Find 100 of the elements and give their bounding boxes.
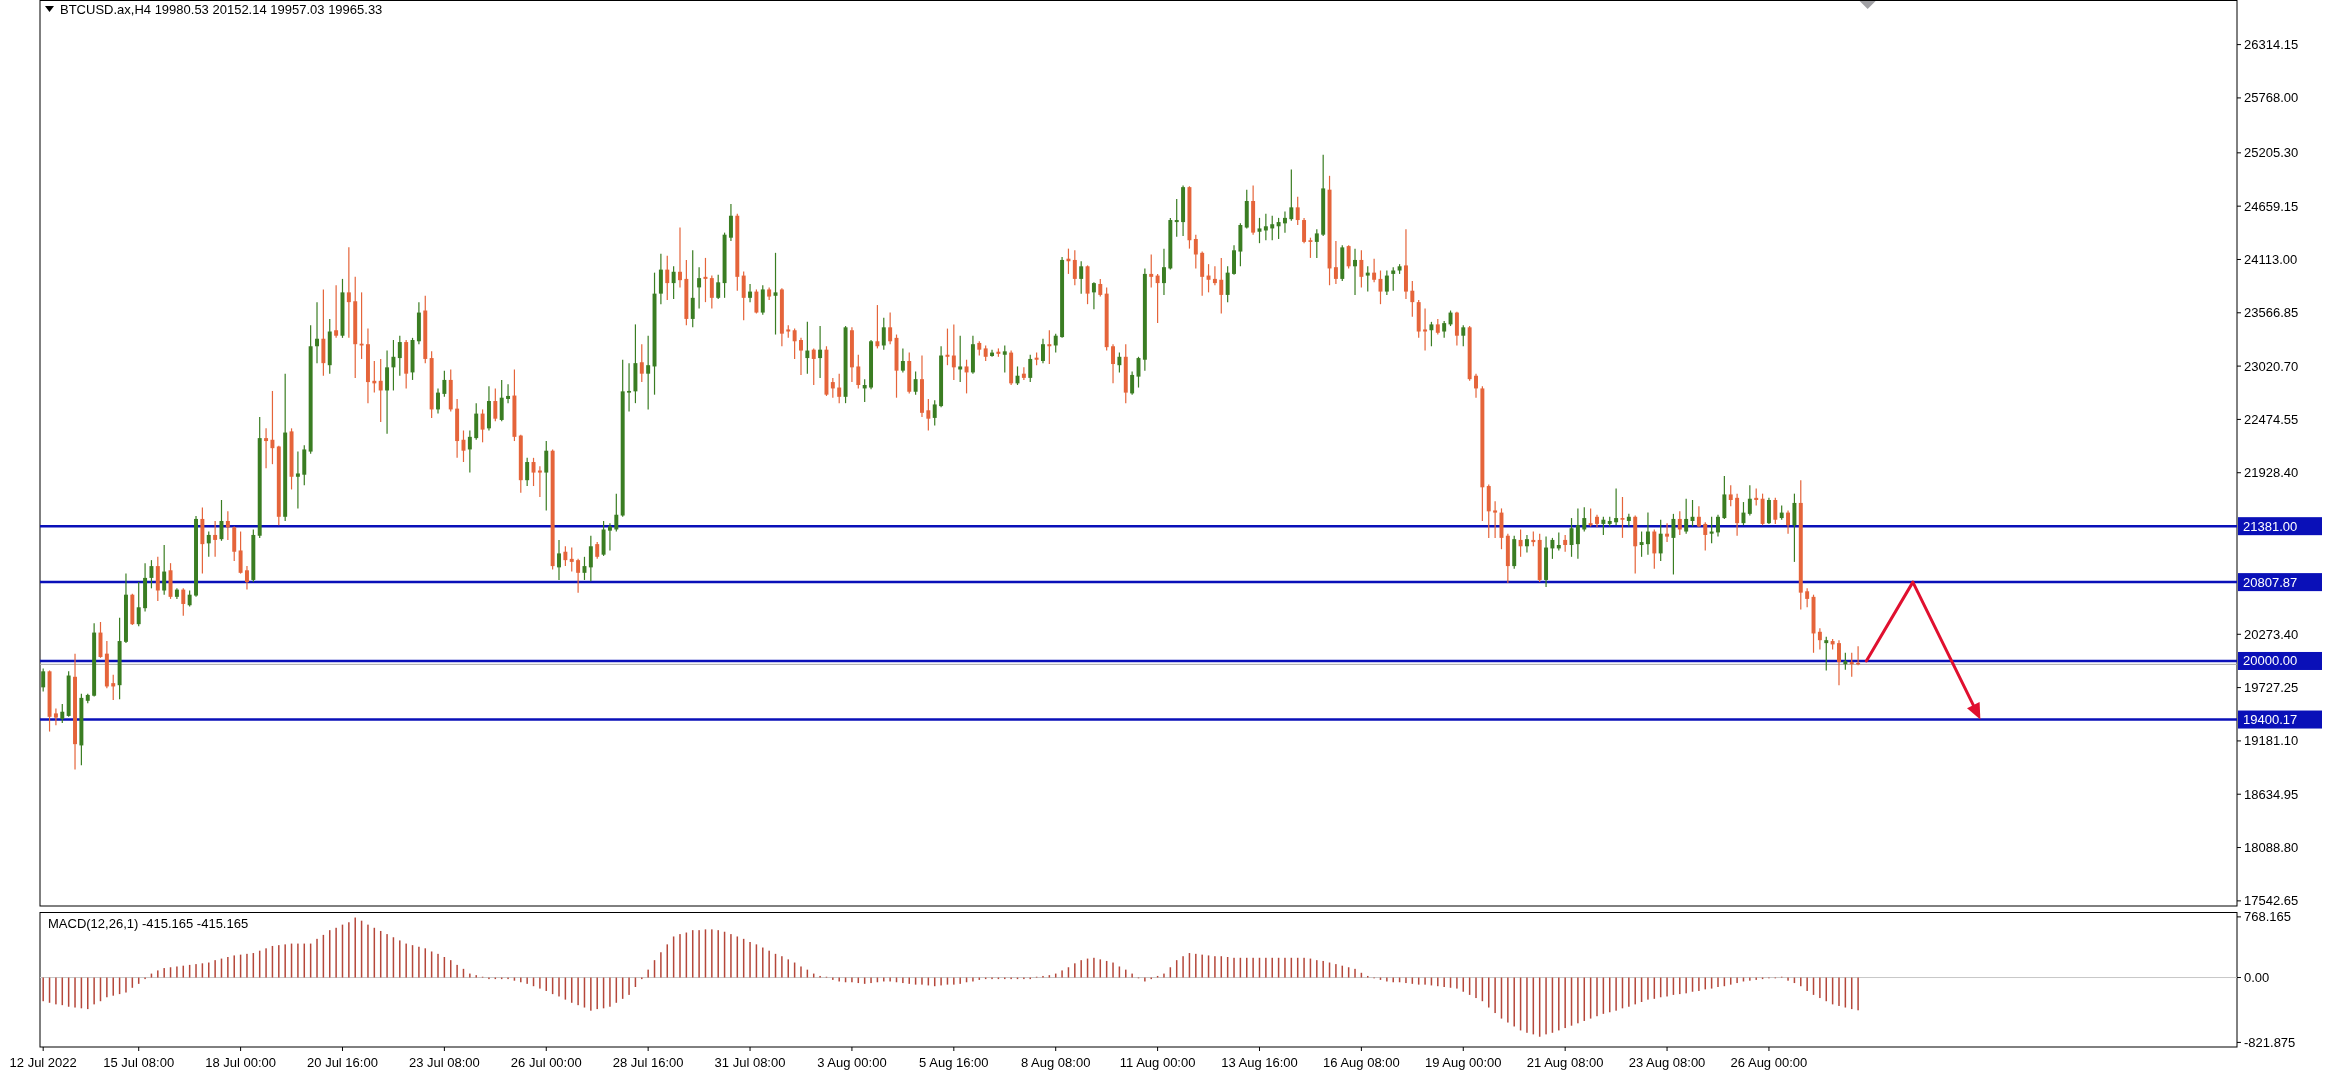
candlestick (391, 339, 396, 392)
candlestick (206, 530, 211, 558)
candlestick (397, 335, 402, 377)
candlestick (805, 321, 810, 375)
candlestick (149, 559, 154, 589)
candlestick (467, 429, 472, 474)
candlestick (856, 354, 861, 390)
candlestick (1372, 258, 1377, 283)
y-tick-label: 25768.00 (2244, 90, 2299, 106)
candlestick (1391, 266, 1396, 292)
candlestick (760, 284, 765, 316)
candlestick (639, 343, 644, 383)
candlestick (1773, 497, 1778, 525)
candlestick (264, 427, 269, 469)
y-tick-label: 24113.00 (2244, 251, 2298, 267)
candlestick (1575, 507, 1580, 560)
candlestick (1257, 217, 1262, 244)
candlestick (875, 304, 880, 349)
y-tick-label: 0.00 (2244, 970, 2270, 986)
candlestick (1454, 311, 1459, 347)
candlestick (1282, 210, 1287, 234)
candlestick (1639, 530, 1644, 558)
candlestick (563, 545, 568, 567)
candlestick (1193, 234, 1198, 270)
candlestick (728, 203, 733, 242)
x-tick-label: 20 Jul 16:00 (307, 1055, 378, 1070)
y-tick-label: 23020.70 (2244, 358, 2299, 374)
candlestick (1333, 240, 1338, 285)
x-tick-label: 18 Jul 00:00 (205, 1055, 277, 1070)
candlestick (493, 387, 498, 422)
candlestick (1162, 248, 1166, 296)
candlestick (334, 284, 339, 339)
candlestick (1053, 333, 1058, 354)
candlestick (646, 335, 651, 411)
candlestick (1741, 501, 1746, 526)
candlestick (1302, 217, 1307, 244)
candlestick (1709, 516, 1714, 544)
candlestick (1728, 484, 1733, 507)
candlestick (1384, 269, 1389, 296)
candlestick (506, 383, 511, 404)
candlestick (1410, 280, 1415, 318)
candlestick (1550, 537, 1555, 560)
x-tick-label: 3 Aug 00:00 (817, 1055, 887, 1070)
x-tick-label: 15 Jul 08:00 (103, 1055, 175, 1070)
candlestick (1658, 519, 1663, 562)
candlestick (614, 493, 619, 533)
candlestick (525, 457, 530, 487)
candlestick (690, 249, 695, 328)
ref-line-label: 20000.00 (2243, 653, 2298, 669)
candlestick (811, 347, 816, 386)
candlestick (1588, 507, 1593, 528)
candlestick (1359, 249, 1364, 288)
candlestick (881, 317, 886, 351)
candlestick (1314, 228, 1319, 259)
ref-line-label: 20807.87 (2243, 574, 2298, 590)
candlestick (576, 558, 581, 594)
x-tick-label: 16 Aug 08:00 (1323, 1055, 1400, 1070)
candlestick (436, 387, 440, 415)
candlestick (671, 265, 676, 300)
candlestick (385, 349, 390, 435)
ref-line-label: 19400.17 (2243, 712, 2298, 728)
candlestick (932, 399, 937, 427)
y-tick-label: 19181.10 (2244, 733, 2299, 749)
candlestick (741, 270, 746, 321)
x-tick-label: 23 Jul 08:00 (408, 1055, 480, 1070)
candlestick (480, 408, 485, 443)
candlestick (225, 510, 230, 541)
candlestick (1677, 510, 1682, 536)
candlestick (378, 358, 383, 423)
candlestick (1429, 321, 1434, 347)
candlestick (945, 327, 950, 366)
candlestick (1614, 487, 1619, 526)
candlestick (1079, 260, 1084, 295)
candlestick (1072, 249, 1077, 286)
y-tick-label: 17542.65 (2244, 893, 2299, 909)
y-tick-label: 22474.55 (2244, 411, 2299, 427)
candlestick (295, 450, 300, 509)
candlestick (1684, 498, 1689, 535)
x-tick-label: 23 Aug 08:00 (1628, 1055, 1706, 1070)
candlestick (1002, 344, 1007, 374)
candlestick (748, 283, 753, 303)
candlestick (837, 373, 842, 404)
candlestick (703, 257, 708, 303)
y-tick-label: 18634.95 (2244, 786, 2299, 802)
x-tick-label: 26 Jul 00:00 (510, 1055, 582, 1070)
candlestick (678, 226, 682, 288)
candlestick (697, 266, 702, 309)
y-tick-label: 18088.80 (2244, 840, 2299, 856)
candlestick (1665, 522, 1670, 543)
candlestick (238, 530, 243, 575)
x-tick-label: 19 Aug 00:00 (1424, 1055, 1502, 1070)
x-tick-label: 21 Aug 08:00 (1526, 1055, 1604, 1070)
candlestick (709, 274, 714, 309)
candlestick (1149, 253, 1154, 288)
candlestick (1786, 509, 1791, 535)
candlestick (1225, 265, 1230, 303)
candlestick (926, 398, 931, 432)
candlestick (1493, 500, 1498, 539)
x-tick-label: 28 Jul 16:00 (612, 1055, 684, 1070)
candlestick (270, 390, 275, 465)
